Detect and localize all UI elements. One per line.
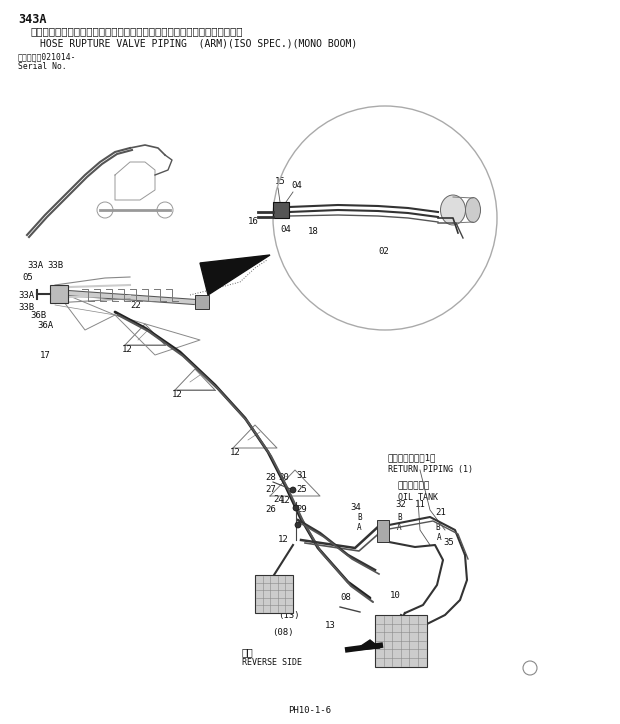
Text: 33B: 33B	[18, 303, 34, 311]
Text: 36B: 36B	[30, 311, 46, 319]
FancyBboxPatch shape	[255, 575, 293, 613]
FancyBboxPatch shape	[375, 615, 427, 667]
Ellipse shape	[440, 195, 466, 225]
Text: RETURN PIPING (1): RETURN PIPING (1)	[388, 465, 473, 474]
Text: 36A: 36A	[37, 321, 53, 329]
Text: A: A	[397, 523, 402, 532]
Text: 33B: 33B	[47, 261, 63, 269]
Text: 12: 12	[229, 448, 241, 457]
Text: (08): (08)	[272, 628, 293, 637]
Text: 33A: 33A	[27, 261, 43, 269]
Text: 11: 11	[415, 500, 426, 509]
Text: 35: 35	[443, 538, 454, 547]
Text: 04: 04	[291, 181, 302, 190]
Text: 04: 04	[280, 225, 291, 235]
Text: 29: 29	[296, 505, 307, 514]
Text: 17: 17	[40, 351, 51, 361]
Text: 12: 12	[172, 390, 182, 399]
Text: 02: 02	[378, 248, 389, 256]
FancyBboxPatch shape	[273, 202, 289, 218]
Circle shape	[290, 487, 296, 493]
Text: 09: 09	[398, 616, 409, 625]
Text: 15: 15	[275, 177, 286, 186]
Bar	[195, 295, 209, 309]
Text: 16: 16	[248, 217, 259, 227]
Text: B: B	[435, 523, 440, 532]
Text: 10: 10	[390, 591, 401, 600]
Text: 27: 27	[265, 485, 276, 494]
Ellipse shape	[466, 198, 480, 222]
Text: 05: 05	[22, 272, 33, 282]
Text: 12: 12	[278, 535, 289, 544]
Text: OIL TANK: OIL TANK	[398, 493, 438, 502]
Text: 12: 12	[280, 496, 290, 505]
Circle shape	[295, 522, 301, 528]
Text: 343A: 343A	[18, 13, 46, 26]
Text: A: A	[357, 523, 361, 532]
Text: ホースラプチャーバルブ配管（アーム）　（ＩＳＯ仕様）　（モノブーム）: ホースラプチャーバルブ配管（アーム） （ＩＳＯ仕様） （モノブーム）	[30, 26, 242, 36]
Text: 08: 08	[340, 593, 351, 602]
Text: 22: 22	[130, 300, 141, 309]
Text: 13: 13	[325, 621, 336, 630]
Text: 32: 32	[395, 500, 405, 509]
Text: 31: 31	[296, 471, 307, 480]
Text: PH10-1-6: PH10-1-6	[288, 706, 332, 715]
Text: Serial No.: Serial No.	[18, 62, 67, 71]
Text: 12: 12	[122, 345, 133, 354]
Polygon shape	[355, 640, 380, 650]
Text: REVERSE SIDE: REVERSE SIDE	[242, 658, 302, 667]
Text: B: B	[357, 513, 361, 522]
Text: 適用号機　021014-: 適用号機 021014-	[18, 52, 76, 61]
Circle shape	[293, 505, 299, 511]
Text: B: B	[397, 513, 402, 522]
Text: HOSE RUPTURE VALVE PIPING  (ARM)(ISO SPEC.)(MONO BOOM): HOSE RUPTURE VALVE PIPING (ARM)(ISO SPEC…	[40, 39, 357, 49]
Text: 26: 26	[265, 505, 276, 514]
Text: 28: 28	[265, 473, 276, 482]
Text: 34: 34	[350, 503, 361, 512]
Text: 33A: 33A	[18, 290, 34, 300]
Polygon shape	[200, 255, 270, 295]
Bar	[377, 520, 389, 542]
Text: 21: 21	[435, 508, 446, 517]
Text: 24: 24	[273, 495, 284, 504]
Text: (13): (13)	[278, 611, 299, 620]
Text: 18: 18	[308, 227, 319, 237]
Bar	[50, 285, 68, 303]
Text: 30: 30	[278, 473, 289, 482]
Text: リターン配管（1）: リターン配管（1）	[388, 453, 436, 462]
Text: オイルタンク: オイルタンク	[398, 481, 430, 490]
Text: A: A	[437, 533, 441, 542]
Text: 裏面: 裏面	[242, 647, 254, 657]
Text: 25: 25	[296, 485, 307, 494]
